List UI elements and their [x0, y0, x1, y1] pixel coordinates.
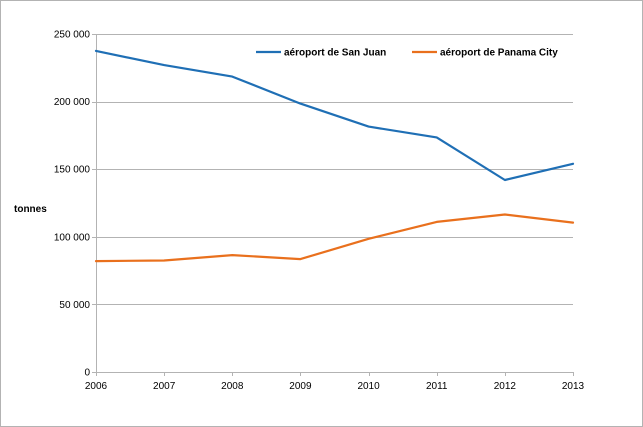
y-tick-label: 50 000	[59, 300, 90, 311]
series-line-2	[94, 213, 575, 263]
x-tick-label: 2009	[289, 381, 312, 392]
x-tick-label: 2007	[153, 381, 176, 392]
y-tick-label: 0	[84, 368, 90, 379]
series-line-1	[94, 49, 575, 182]
y-axis-label: tonnes	[14, 204, 47, 215]
y-tick-label: 250 000	[54, 30, 91, 41]
legend-label: aéroport de Panama City	[440, 48, 558, 59]
y-tick-label: 150 000	[54, 165, 91, 176]
series-lines	[94, 49, 575, 263]
x-tick-label: 2010	[357, 381, 380, 392]
x-tick-label: 2008	[221, 381, 244, 392]
axes	[96, 34, 573, 373]
grid-lines	[92, 34, 573, 373]
x-tick-labels: 2006 2007 2008 2009 2010 2011 2012 2013	[85, 372, 585, 392]
x-tick-label: 2011	[426, 381, 448, 392]
x-tick-label: 2006	[85, 381, 108, 392]
legend-label: aéroport de San Juan	[284, 48, 386, 59]
x-tick-label: 2012	[494, 381, 517, 392]
y-tick-label: 200 000	[54, 97, 91, 108]
x-tick-label: 2013	[562, 381, 585, 392]
y-tick-label: 100 000	[54, 232, 91, 243]
y-tick-labels: 0 50 000 100 000 150 000 200 000 250 000	[54, 30, 91, 379]
legend: aéroport de San Juan aéroport de Panama C…	[256, 48, 558, 59]
